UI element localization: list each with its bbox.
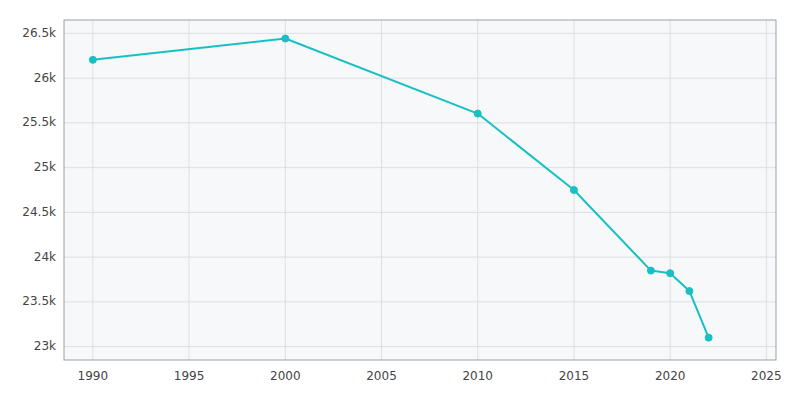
plot-background xyxy=(64,20,776,360)
x-grid-line xyxy=(381,20,382,360)
x-tick-label: 2025 xyxy=(751,369,782,383)
x-tick-label: 2020 xyxy=(655,369,686,383)
x-tick-label: 2015 xyxy=(559,369,590,383)
y-grid-line xyxy=(64,301,776,302)
line xyxy=(93,39,709,338)
y-tick-label: 26.5k xyxy=(22,26,56,40)
x-grid-line xyxy=(285,20,286,360)
marker xyxy=(282,35,289,42)
y-tick-label: 24k xyxy=(34,250,56,264)
y-grid-line xyxy=(64,33,776,34)
y-grid-line xyxy=(64,78,776,79)
x-tick-label: 1990 xyxy=(78,369,109,383)
x-grid-line xyxy=(670,20,671,360)
x-grid-line xyxy=(92,20,93,360)
x-tick-label: 2000 xyxy=(270,369,301,383)
marker xyxy=(570,187,577,194)
x-grid-line xyxy=(189,20,190,360)
y-tick-label: 25.5k xyxy=(22,115,56,129)
y-grid-line xyxy=(64,167,776,168)
x-tick-label: 1995 xyxy=(174,369,205,383)
y-grid-line xyxy=(64,122,776,123)
x-tick-label: 2010 xyxy=(462,369,493,383)
x-grid-line xyxy=(477,20,478,360)
axes: 23k 23.5k 24k 24.5k 25k 25.5k 26k 26.5k 1990 1995… xyxy=(22,26,781,383)
x-tick-label: 2005 xyxy=(366,369,397,383)
y-tick-label: 23k xyxy=(34,339,56,353)
y-grid-line xyxy=(64,212,776,213)
marker xyxy=(686,288,693,295)
y-tick-label: 24.5k xyxy=(22,205,56,219)
chart-container: 23k 23.5k 24k 24.5k 25k 25.5k 26k 26.5k 1990 1995… xyxy=(0,0,800,400)
y-grid-line xyxy=(64,257,776,258)
marker xyxy=(647,267,654,274)
y-tick-label: 25k xyxy=(34,160,56,174)
marker xyxy=(474,110,481,117)
x-grid-line xyxy=(766,20,767,360)
y-tick-label: 23.5k xyxy=(22,294,56,308)
marker xyxy=(705,334,712,341)
plot-frame xyxy=(64,20,776,360)
marker xyxy=(89,56,96,63)
chart-svg: 23k 23.5k 24k 24.5k 25k 25.5k 26k 26.5k 1990 1995… xyxy=(0,0,800,400)
data-layer xyxy=(89,35,712,341)
marker xyxy=(667,270,674,277)
y-tick-label: 26k xyxy=(34,71,56,85)
y-grid-line xyxy=(64,346,776,347)
grid xyxy=(64,20,776,360)
